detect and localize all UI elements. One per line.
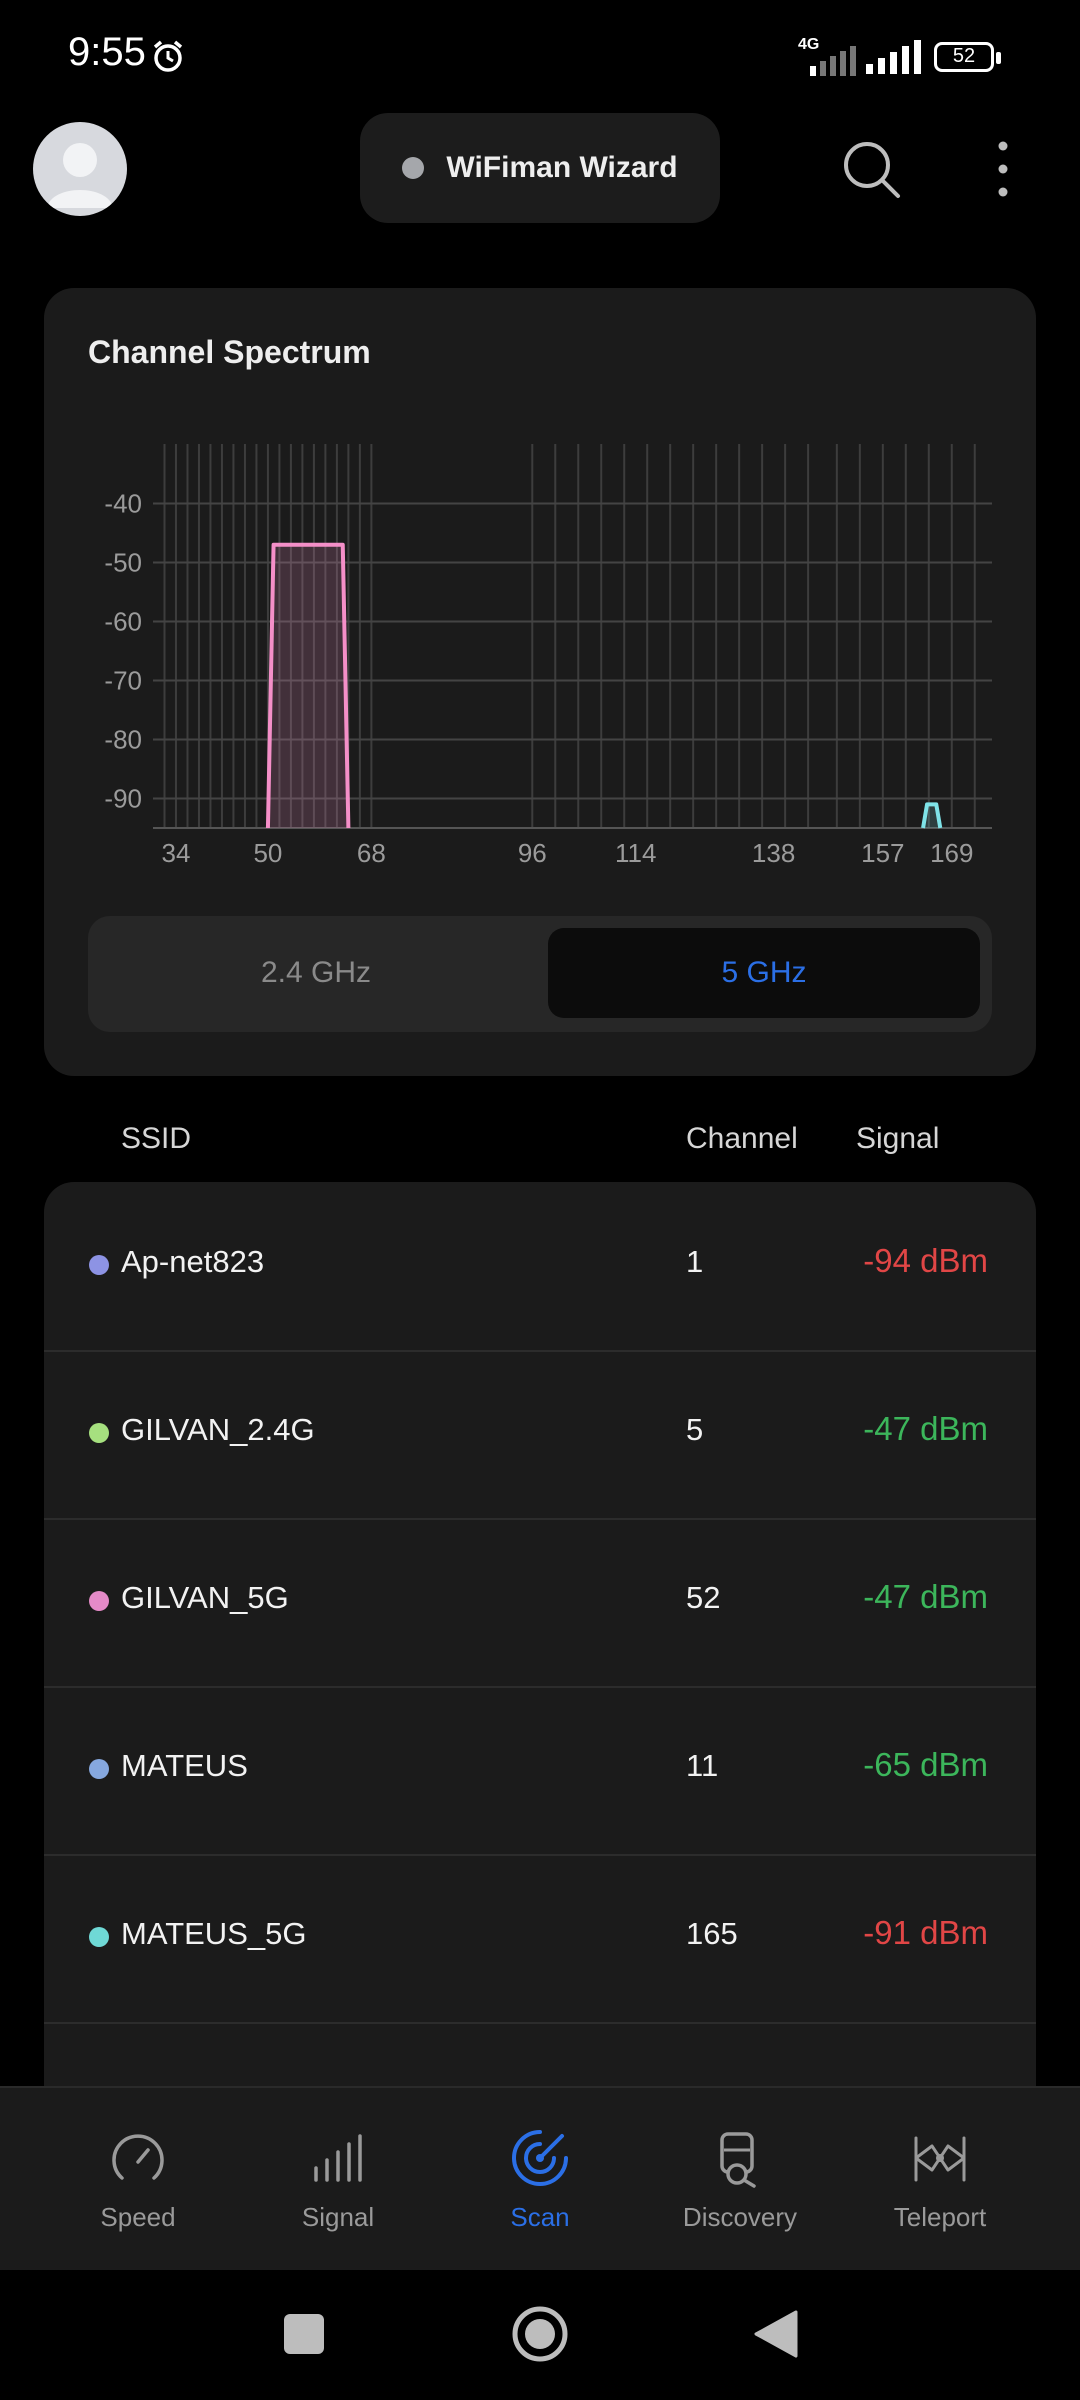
network-signal: -47 dBm	[863, 1578, 988, 1615]
network-color-dot	[89, 1927, 109, 1947]
nav-label: Scan	[510, 2202, 570, 2232]
teleport-icon	[914, 2136, 966, 2182]
x-tick-label: 157	[861, 838, 904, 868]
card-title: Channel Spectrum	[88, 334, 371, 370]
spectrum-chart: -40 -50 -60 -70 -80 -90 34 50 68 96 114 138 157 169	[104, 444, 992, 868]
nav-discovery[interactable]: Discovery	[640, 2128, 840, 2248]
series-area	[267, 544, 349, 828]
network-ssid: Ap-net823	[121, 1244, 265, 1279]
network-row[interactable]: MATEUS 11 -65 dBm	[44, 1686, 1036, 1856]
x-tick-label: 114	[615, 838, 656, 868]
status-time: 9:55	[68, 30, 146, 74]
channel-spectrum-card: Channel Spectrum -40 -50 -60 -70 -80 -90 34 50 6…	[44, 288, 1036, 1076]
nav-label: Signal	[301, 2202, 375, 2232]
network-ssid: MATEUS_5G	[121, 1916, 307, 1951]
y-tick-label: -60	[104, 607, 142, 637]
network-color-dot	[89, 1423, 109, 1443]
radar-icon	[512, 2130, 568, 2186]
alarm-icon	[153, 40, 183, 72]
battery-level: 52	[952, 45, 976, 67]
network-channel: 5	[686, 1412, 704, 1447]
network-channel: 1	[686, 1244, 704, 1279]
band-option-2-4ghz[interactable]: 2.4 GHz	[260, 956, 372, 989]
network-row[interactable]: MATEUS_5G 165 -91 dBm	[44, 1854, 1036, 2024]
y-tick-label: -70	[104, 666, 142, 696]
x-tick-label: 169	[930, 838, 973, 868]
x-tick-label: 34	[162, 838, 191, 868]
network-row[interactable]: GILVAN_5G 52 -47 dBm	[44, 1518, 1036, 1688]
speedometer-icon	[112, 2134, 164, 2180]
network-channel: 52	[686, 1580, 721, 1615]
bottom-navigation: Speed Signal Scan Discovery T	[0, 2086, 1080, 2272]
battery-icon: 52	[934, 42, 1004, 76]
network-row[interactable]: GILVAN_2.4G 5 -47 dBm	[44, 1350, 1036, 1520]
network-signal: -65 dBm	[863, 1746, 988, 1783]
x-tick-label: 96	[518, 838, 547, 868]
x-tick-label: 68	[357, 838, 386, 868]
y-tick-label: -80	[104, 725, 142, 755]
network-signal: -91 dBm	[863, 1914, 988, 1951]
ssid-column-header: SSID	[121, 1122, 192, 1155]
network-channel: 11	[686, 1748, 719, 1783]
x-tick-label: 138	[752, 838, 795, 868]
signal-column-header: Signal	[856, 1122, 940, 1155]
y-tick-label: -90	[104, 784, 142, 814]
cellular-4g-icon: 4G	[796, 36, 858, 76]
network-ssid: GILVAN_5G	[121, 1580, 289, 1615]
profile-avatar[interactable]	[33, 122, 127, 216]
y-tick-label: -50	[104, 548, 142, 578]
discovery-icon	[720, 2132, 756, 2188]
home-icon[interactable]	[510, 2304, 570, 2364]
channel-column-header: Channel	[686, 1122, 798, 1155]
more-options-icon[interactable]	[992, 138, 1014, 200]
back-icon[interactable]	[752, 2308, 800, 2360]
network-signal: -94 dBm	[863, 1242, 988, 1279]
network-row[interactable]: Ap-net823 1 -94 dBm	[44, 1182, 1036, 1352]
network-type-label: 4G	[798, 36, 820, 53]
series-trace	[265, 542, 351, 829]
x-tick-label: 50	[253, 838, 282, 868]
network-signal: -47 dBm	[863, 1410, 988, 1447]
nav-speed[interactable]: Speed	[38, 2128, 238, 2248]
network-ssid: MATEUS	[121, 1748, 248, 1783]
network-ssid: GILVAN_2.4G	[121, 1412, 315, 1447]
network-color-dot	[89, 1759, 109, 1779]
nav-label: Teleport	[893, 2202, 987, 2232]
nav-signal[interactable]: Signal	[238, 2128, 438, 2248]
series-trace	[921, 802, 943, 829]
signal-bars-icon	[314, 2134, 362, 2182]
network-color-dot	[89, 1255, 109, 1275]
search-icon[interactable]	[840, 138, 902, 200]
nav-scan[interactable]: Scan	[440, 2128, 640, 2248]
network-color-dot	[89, 1591, 109, 1611]
wizard-status-dot	[402, 157, 425, 179]
system-navigation-bar	[0, 2270, 1080, 2400]
status-bar: 9:55 4G 52	[0, 0, 1080, 110]
network-list: Ap-net823 1 -94 dBm GILVAN_2.4G 5 -47 dB…	[44, 1182, 1036, 2086]
nav-teleport[interactable]: Teleport	[840, 2128, 1040, 2248]
network-channel: 165	[686, 1916, 738, 1951]
nav-label: Speed	[100, 2202, 176, 2232]
recent-apps-icon[interactable]	[280, 2310, 328, 2358]
band-option-5ghz[interactable]: 5 GHz	[548, 928, 980, 1018]
wizard-button[interactable]: WiFiman Wizard	[360, 113, 720, 223]
y-tick-label: -40	[104, 489, 142, 519]
user-icon	[47, 143, 113, 208]
nav-label: Discovery	[682, 2202, 798, 2232]
band-selector[interactable]: 2.4 GHz 5 GHz	[88, 916, 992, 1032]
signal-strength-icon	[866, 40, 921, 74]
wizard-title: WiFiman Wizard	[446, 151, 678, 184]
